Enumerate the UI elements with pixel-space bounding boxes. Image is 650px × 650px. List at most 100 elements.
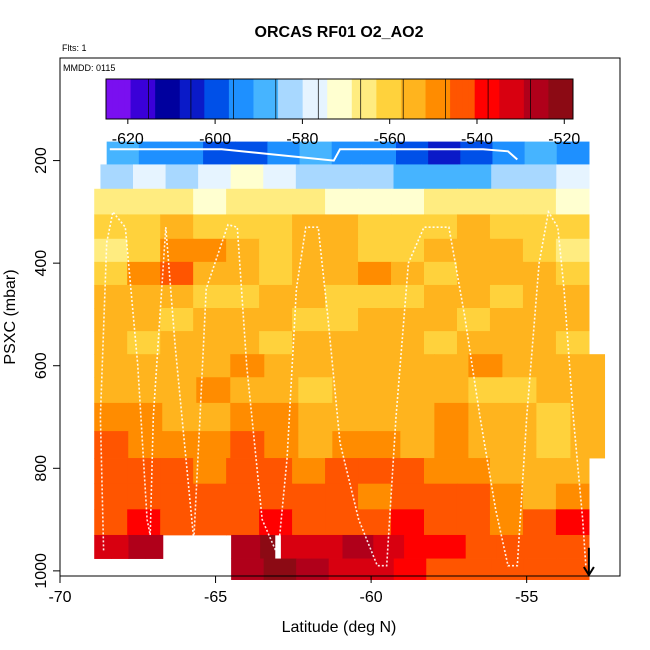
heatmap-cell [165,164,199,190]
heatmap-cell [555,261,590,286]
colorbar-segment [235,79,242,119]
heatmap-cell [536,354,572,378]
heatmap-cell [127,331,161,355]
heatmap-cell [358,238,392,263]
heatmap-cell [128,534,147,559]
colorbar-segment [149,79,156,119]
heatmap-cell [193,483,227,510]
heatmap-cell [358,188,392,215]
heatmap-cell [94,402,129,432]
heatmap-cell [295,164,329,190]
colorbar-segment [118,79,125,119]
heatmap-cell [400,354,435,378]
colorbar-segment [204,79,211,119]
colorbar-segment [327,79,334,119]
colorbar-segment [106,79,113,119]
heatmap-cell [226,284,260,309]
colorbar-segment [474,79,482,119]
colorbar-segment [228,79,236,119]
heatmap-cell [127,214,161,240]
heatmap-cell [523,164,557,190]
heatmap-cell [264,402,299,432]
heatmap-cell [259,238,293,263]
heatmap-cell [328,558,362,580]
heatmap-cell [231,558,265,580]
colorbar-segment [456,79,463,119]
heatmap-cell [94,188,128,215]
heatmap-cell [536,402,572,432]
heatmap-cell [145,534,164,559]
heatmap-cell [424,483,458,510]
heatmap-cell [328,164,362,190]
heatmap-cell [196,354,231,378]
heatmap-cell [468,377,503,404]
heatmap-cell [556,164,590,190]
heatmap-cell [230,431,265,459]
heatmap-cell [292,238,326,263]
colorbar-segment [155,79,162,119]
heatmap-cell [325,214,359,240]
heatmap-cell [127,188,161,215]
colorbar-segment [130,79,138,119]
heatmap-cell [391,308,425,332]
heatmap-cell [489,188,524,215]
colorbar-segment [376,79,384,119]
heatmap-cell [162,431,197,459]
colorbar-segment [407,79,414,119]
heatmap-cell [358,483,392,510]
heatmap-cell [456,261,491,286]
heatmap-cell [468,354,503,378]
heatmap-cell [358,261,392,286]
heatmap-cell [325,483,359,510]
colorbar-segment [179,79,187,119]
x-tick-label: -65 [204,589,227,606]
y-axis-label: PSXC (mbar) [2,269,19,364]
heatmap-cell [391,509,425,536]
heatmap-cell [259,308,293,332]
x-axis-label: Latitude (deg N) [282,619,397,636]
colorbar-segment [308,79,316,119]
heatmap-cell [400,431,435,459]
colorbar-segment [536,79,543,119]
heatmap-cell [94,509,128,536]
colorbar-segment [419,79,427,119]
heatmap-cell [226,509,260,536]
heatmap-cell [358,284,392,309]
heatmap-cell [458,558,492,580]
heatmap-cell [193,214,227,240]
heatmap-cell [94,534,112,559]
heatmap-cell [196,402,231,432]
flights-note: Flts: 1 [62,43,87,53]
heatmap-cell [94,308,128,332]
colorbar-segment [161,79,168,119]
heatmap-cell [434,431,469,459]
heatmap-cell [325,284,359,309]
heatmap-cell [366,431,401,459]
colorbar-segment [173,79,181,119]
heatmap-cell [358,331,392,355]
colorbar-segment [394,79,402,119]
colorbar-segment [560,79,568,119]
heatmap-cell [489,509,524,536]
colorbar-tick-label: -620 [112,131,144,148]
heatmap-cell [396,141,429,165]
heatmap-cell [456,214,491,240]
heatmap-cell [298,354,333,378]
heatmap-cell [489,238,524,263]
colorbar-tick-label: -560 [374,131,406,148]
heatmap-cell [434,377,469,404]
heatmap-cell [94,261,128,286]
heatmap-cell [325,458,359,485]
heatmap-cell [489,284,524,309]
heatmap-cell [366,354,401,378]
heatmap-cell [226,188,260,215]
colorbar-segment [493,79,500,119]
colorbar-segment [357,79,365,119]
colorbar-segment [222,79,230,119]
colorbar-segment [413,79,420,119]
colorbar-segment [517,79,525,119]
colorbar-segment [388,79,396,119]
heatmap-cell [128,431,163,459]
heatmap-cell [160,308,194,332]
